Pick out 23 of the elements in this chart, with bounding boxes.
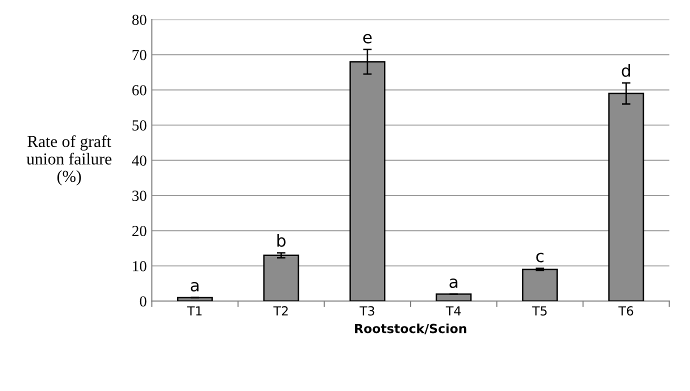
x-axis-title: Rootstock/Scion bbox=[355, 324, 466, 334]
y-tick-label: 70 bbox=[132, 50, 146, 60]
annotation: a bbox=[190, 282, 199, 292]
x-tick-label: T3 bbox=[360, 306, 374, 316]
annotation: c bbox=[536, 252, 544, 262]
x-tick-label: T2 bbox=[273, 306, 288, 316]
annotation: b bbox=[277, 234, 286, 247]
annotation: e bbox=[363, 34, 372, 44]
annotation: a bbox=[450, 278, 458, 288]
y-tick-label: 50 bbox=[132, 120, 146, 131]
y-tick-label: 20 bbox=[132, 226, 146, 236]
annotation: d bbox=[622, 64, 630, 77]
x-tick-label: T1 bbox=[187, 306, 202, 316]
y-tick-label: 0 bbox=[140, 296, 146, 307]
y-axis-title: Rate of graft union failure (%) bbox=[26, 135, 112, 186]
y-tick-label: 30 bbox=[132, 190, 146, 201]
y-tick-label: 40 bbox=[132, 155, 146, 166]
y-tick-label: 80 bbox=[132, 14, 146, 25]
x-tick-label: T5 bbox=[532, 306, 547, 316]
y-tick-label: 10 bbox=[133, 261, 146, 272]
y-tick-label: 60 bbox=[132, 85, 146, 96]
x-tick-label: T4 bbox=[446, 306, 461, 316]
x-tick-label: T6 bbox=[618, 306, 634, 316]
